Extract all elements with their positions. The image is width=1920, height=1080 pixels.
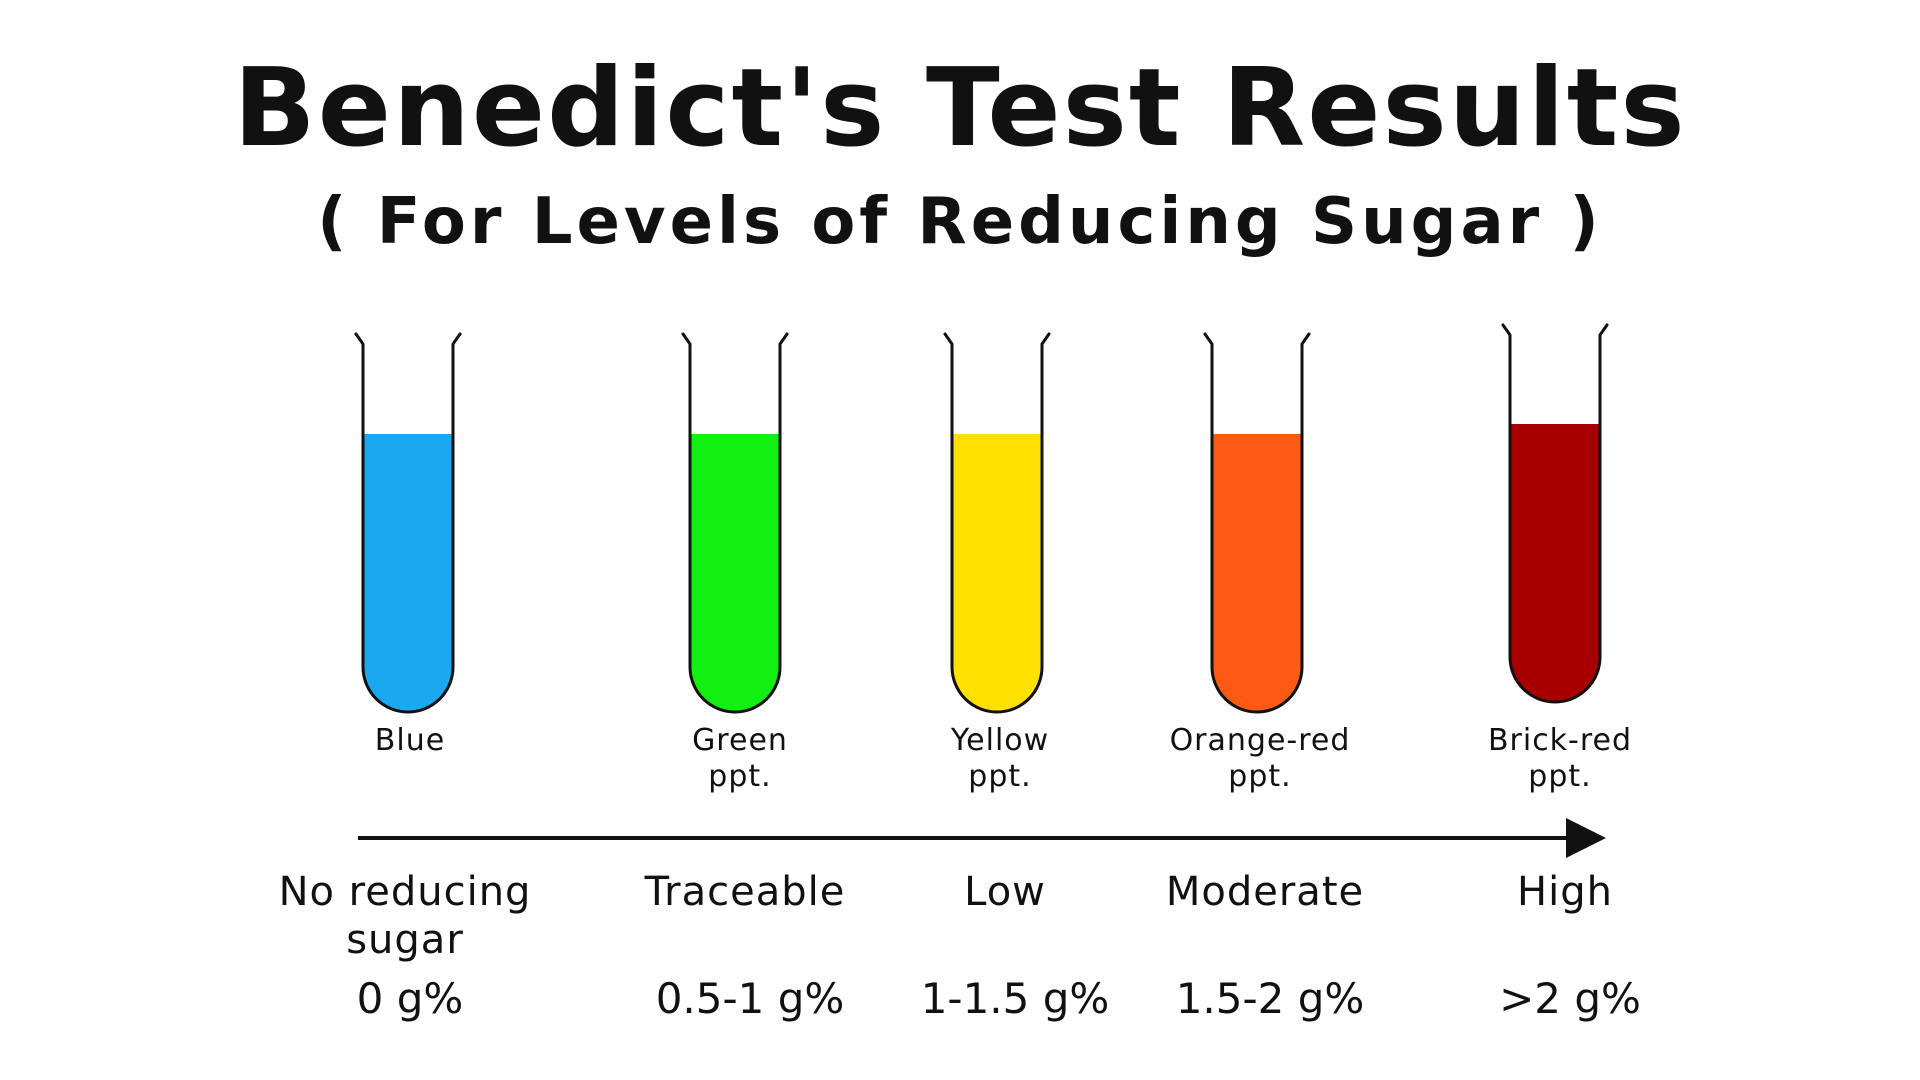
tube-liquid-blue — [363, 434, 453, 712]
tube-liquid-yellow — [952, 434, 1042, 712]
amount-label-high: >2 g% — [1499, 974, 1641, 1023]
color-label-brick-red: Brick-red ppt. — [1487, 723, 1633, 794]
color-label-green: Green ppt. — [692, 723, 788, 794]
tube-glass-brick-red — [1501, 323, 1609, 704]
level-label-low: Low — [964, 869, 1046, 915]
level-label-traceable: Traceable — [644, 869, 846, 915]
test-tube-brick-red — [1501, 323, 1609, 704]
test-tubes-group — [354, 323, 1609, 714]
tube-glass-green — [681, 332, 789, 714]
level-label-high: High — [1517, 869, 1613, 915]
amount-label-traceable: 0.5-1 g% — [655, 974, 845, 1023]
diagram-subtitle: ( For Levels of Reducing Sugar ) — [317, 185, 1603, 259]
test-tube-green — [681, 332, 789, 714]
tube-glass-orange-red — [1203, 332, 1311, 714]
test-tube-blue — [354, 332, 462, 714]
tube-liquid-green — [690, 434, 780, 712]
color-label-orange-red: Orange-red ppt. — [1169, 723, 1351, 794]
tube-liquid-orange-red — [1212, 434, 1302, 712]
amount-label-none: 0 g% — [356, 974, 464, 1023]
diagram-title: Benedict's Test Results — [233, 46, 1687, 171]
test-tube-orange-red — [1203, 332, 1311, 714]
color-label-blue: Blue — [374, 723, 446, 758]
tube-glass-yellow — [943, 332, 1051, 714]
amount-label-moderate: 1.5-2 g% — [1175, 974, 1365, 1023]
level-label-none: No reducing sugar — [278, 869, 532, 963]
level-label-moderate: Moderate — [1165, 869, 1365, 915]
test-tube-yellow — [943, 332, 1051, 714]
color-label-yellow: Yellow ppt. — [950, 723, 1050, 794]
amount-label-low: 1-1.5 g% — [920, 974, 1110, 1023]
tube-liquid-brick-red — [1510, 424, 1600, 702]
tube-glass-blue — [354, 332, 462, 714]
